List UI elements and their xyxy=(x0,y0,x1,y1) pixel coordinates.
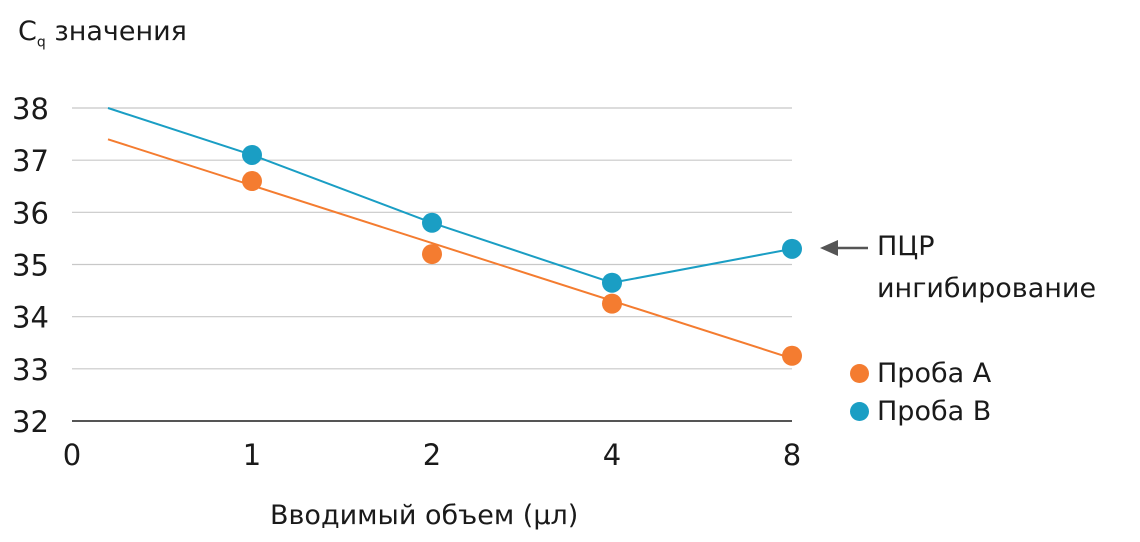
y-tick-label-35: 35 xyxy=(12,249,49,283)
x-axis-label: Вводимый объем (µл) xyxy=(270,500,579,531)
series-line-sample-a xyxy=(107,138,793,360)
legend-marker-sample-a xyxy=(850,363,869,383)
legend-item-sample-a: Проба A xyxy=(850,354,991,392)
data-point-sample-a-x4 xyxy=(602,293,622,314)
data-point-sample-b-x2 xyxy=(422,212,442,233)
legend-label-sample-b: Проба B xyxy=(877,395,992,427)
legend-marker-sample-b xyxy=(850,401,869,421)
data-point-sample-a-x2 xyxy=(422,244,442,265)
y-tick-label-34: 34 xyxy=(12,301,49,335)
data-point-sample-b-x4 xyxy=(602,272,622,293)
x-tick-label-2: 2 xyxy=(423,438,441,472)
x-tick-label-1: 1 xyxy=(243,438,261,472)
pcr-inhibition-annotation: ПЦР ингибирование xyxy=(877,226,1096,310)
annotation-line-1: ПЦР xyxy=(877,231,935,262)
y-axis-label-subscript: q xyxy=(36,34,46,51)
y-tick-label-32: 32 xyxy=(12,405,49,439)
legend-label-sample-a: Проба A xyxy=(877,357,992,389)
x-tick-label-0: 0 xyxy=(63,438,81,472)
y-axis-label: Cq значения xyxy=(18,16,187,50)
y-axis-label-main: C xyxy=(18,16,37,47)
data-point-sample-a-x1 xyxy=(242,171,262,192)
x-tick-label-8: 8 xyxy=(783,438,801,472)
data-point-sample-a-x8 xyxy=(782,345,802,366)
y-tick-label-36: 36 xyxy=(12,196,49,230)
y-tick-label-37: 37 xyxy=(12,144,49,178)
data-point-sample-b-x8 xyxy=(782,238,802,259)
y-axis-label-rest: значения xyxy=(45,16,187,47)
legend: Проба A Проба B xyxy=(850,354,991,430)
y-tick-label-38: 38 xyxy=(12,92,49,126)
annotation-line-2: ингибирование xyxy=(877,273,1097,304)
data-point-sample-b-x1 xyxy=(242,144,262,165)
x-tick-label-4: 4 xyxy=(603,438,621,472)
legend-item-sample-b: Проба B xyxy=(850,392,991,430)
series-line-sample-b xyxy=(107,107,793,284)
y-tick-label-33: 33 xyxy=(12,353,49,387)
annotation-arrow-head xyxy=(820,240,838,256)
